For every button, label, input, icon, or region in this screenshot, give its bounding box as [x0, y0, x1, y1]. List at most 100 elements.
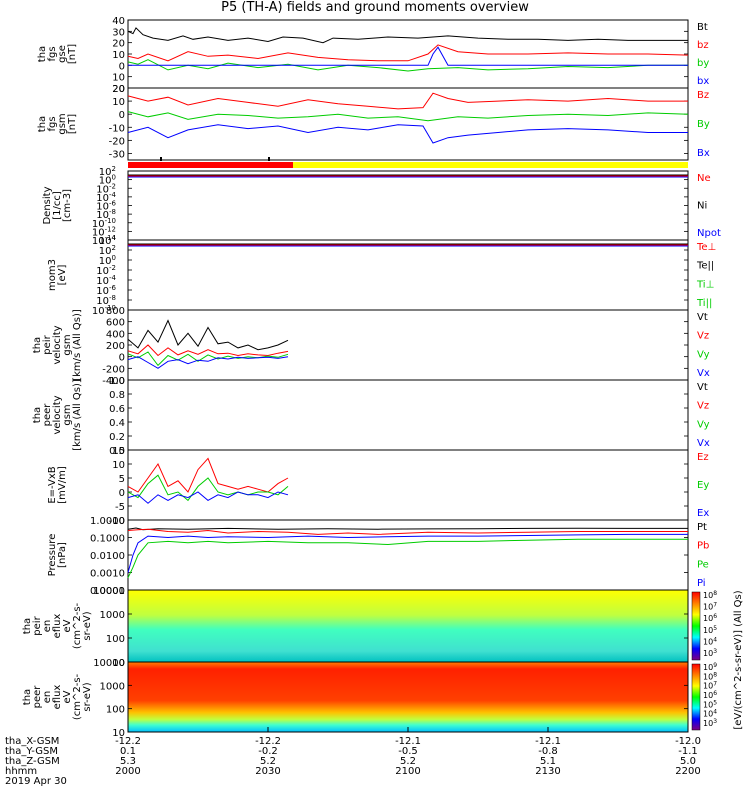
legend-entry: Ne — [697, 173, 711, 184]
y-axis-label: gse — [57, 45, 68, 63]
x-tick-label: 5.3 — [120, 756, 136, 767]
y-tick-label: 100 — [106, 705, 125, 716]
y-tick-label: 1.0000 — [90, 516, 125, 527]
y-tick-label: 0.0001 — [90, 586, 125, 597]
legend-entry: Te|| — [696, 261, 714, 272]
legend-entry: Vx — [697, 368, 710, 379]
y-tick-label: 20 — [112, 84, 125, 95]
series-Pi — [127, 533, 688, 573]
y-axis-label: eV — [62, 619, 73, 632]
series-Vt — [127, 319, 289, 351]
x-tick-label: 2030 — [255, 766, 280, 777]
x-tick-label: -0.2 — [258, 746, 278, 757]
colorbar-tick-label: 108 — [703, 671, 717, 681]
y-tick-label: -5 — [115, 502, 125, 513]
series-bz — [127, 44, 689, 62]
y-tick-label: 0 — [119, 110, 125, 121]
y-tick-label: 0.0100 — [90, 551, 125, 562]
y-tick-label: 200 — [106, 341, 125, 352]
legend-entry: Vz — [697, 401, 709, 412]
series-Vx — [127, 356, 289, 369]
x-row-label: tha_X-GSM — [5, 736, 59, 747]
y-tick-label: 20 — [112, 84, 125, 95]
y-tick-label: -400 — [102, 376, 125, 387]
legend-entry: Ey — [697, 480, 709, 491]
y-tick-label: 1.0 — [109, 376, 125, 387]
colorbar-tick-label: 106 — [703, 613, 717, 623]
series-Vy — [127, 351, 289, 367]
y-axis-label: velocity — [52, 325, 63, 364]
page-title: P5 (TH-A) fields and ground moments over… — [221, 0, 529, 15]
x-tick-label: -12.2 — [115, 736, 141, 747]
y-axis-label: eflux — [52, 614, 63, 639]
y-axis-label: tha — [22, 689, 33, 705]
y-axis-label: E=-VxB — [47, 466, 58, 503]
panel-frame-6 — [127, 379, 689, 451]
y-tick-label: 5 — [119, 474, 125, 485]
legend-entry: Vy — [697, 349, 710, 360]
x-tick-label: 5.2 — [260, 756, 276, 767]
colorbar-10 — [691, 663, 701, 731]
y-tick-label: 0.2 — [109, 432, 125, 443]
legend-entry: Vt — [697, 382, 708, 393]
y-axis-label: fgs — [47, 46, 58, 61]
legend-entry: bz — [697, 40, 709, 51]
legend-entry: by — [697, 58, 709, 69]
colorbar-tick-label: 104 — [703, 709, 717, 719]
series-Pb — [127, 528, 688, 535]
y-axis-label: [eV] — [57, 265, 68, 286]
panel-frame-1 — [127, 87, 689, 161]
y-tick-label: 10 — [112, 728, 125, 739]
x-tick-label: 2100 — [395, 766, 420, 777]
y-axis-label: gsm — [62, 334, 73, 355]
y-axis-label: (cm^2-s- — [72, 602, 83, 649]
legend-entry: Ni — [697, 201, 707, 212]
x-row-label: tha_Z-GSM — [5, 756, 60, 767]
spectrogram-9 — [128, 590, 688, 662]
legend-entry: Npot — [697, 228, 721, 239]
y-axis-label: (cm^2-s- — [72, 673, 83, 720]
y-axis-label: peer — [42, 403, 53, 427]
y-axis-label: fgs — [47, 116, 58, 131]
y-tick-label: 30 — [112, 27, 125, 38]
y-tick-label: 10000 — [93, 586, 125, 597]
y-tick-label: 10 — [112, 73, 125, 84]
y-axis-label: [cm-3] — [62, 189, 73, 222]
y-axis-label: en — [42, 691, 53, 704]
y-axis-label: sr-eV) — [82, 682, 93, 711]
legend-entry: Bt — [697, 22, 708, 33]
y-tick-label: -20 — [109, 136, 125, 147]
spectrogram-10 — [128, 662, 688, 732]
y-axis-label: [nT] — [67, 114, 78, 134]
y-axis-label: [mV/m] — [57, 466, 68, 504]
x-tick-label: -12.1 — [535, 736, 561, 747]
y-tick-label: 0.0010 — [90, 569, 125, 580]
y-axis-label: tha — [22, 618, 33, 634]
y-axis-label: en — [42, 620, 53, 633]
x-tick-label: -0.8 — [538, 746, 558, 757]
x-row-label: hhmm — [5, 766, 37, 777]
colorbar-tick-label: 107 — [703, 602, 717, 612]
series-Bt — [127, 27, 688, 44]
y-tick-label: 15 — [112, 446, 125, 457]
x-tick-label: 2130 — [535, 766, 560, 777]
y-axis-label: tha — [37, 116, 48, 132]
y-axis-label: eV — [62, 690, 73, 703]
panel-frame-4 — [127, 239, 689, 311]
y-tick-label: -30 — [109, 149, 125, 160]
x-row-label: tha_Y-GSM — [5, 746, 58, 757]
colorbar-tick-label: 107 — [703, 681, 717, 691]
legend-entry: Bx — [697, 148, 710, 159]
x-tick-label: -12.2 — [255, 736, 281, 747]
legend-entry: Ti|| — [696, 298, 712, 309]
x-tick-label: -1.1 — [678, 746, 698, 757]
y-axis-label: Pressure — [47, 534, 58, 577]
x-tick-label: 5.1 — [540, 756, 556, 767]
x-row-label: 2019 Apr 30 — [5, 776, 67, 787]
y-tick-label: -200 — [102, 364, 125, 375]
x-tick-label: 5.2 — [400, 756, 416, 767]
y-tick-label: 10 — [112, 97, 125, 108]
y-tick-label: 800 — [106, 306, 125, 317]
y-tick-label: 0 — [119, 488, 125, 499]
